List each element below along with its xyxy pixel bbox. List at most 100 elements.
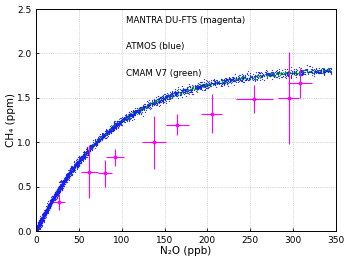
Point <box>232 79 238 83</box>
Point <box>47 203 52 208</box>
Point <box>43 208 48 212</box>
Point <box>63 177 69 181</box>
Point <box>320 67 326 71</box>
Point <box>36 223 42 227</box>
Point <box>39 217 44 221</box>
Point <box>115 126 121 130</box>
Point <box>252 79 258 83</box>
Point <box>42 208 47 212</box>
Point <box>87 148 92 152</box>
Point <box>35 224 41 228</box>
Point <box>42 211 48 215</box>
Point <box>56 187 62 191</box>
Point <box>203 80 208 85</box>
Point <box>226 80 232 84</box>
Point <box>175 90 180 95</box>
Point <box>60 180 66 184</box>
Point <box>132 109 137 113</box>
Point <box>83 153 88 157</box>
Point <box>42 212 47 216</box>
Point <box>95 138 100 143</box>
Point <box>43 211 48 216</box>
Point <box>205 83 210 87</box>
Point <box>79 155 84 159</box>
Point <box>135 108 141 112</box>
Point <box>138 106 144 110</box>
Point <box>77 156 83 160</box>
Point <box>111 127 117 131</box>
Point <box>71 165 77 169</box>
Point <box>110 124 115 128</box>
Point <box>128 112 133 117</box>
Point <box>173 94 178 98</box>
Point <box>194 83 200 87</box>
Point <box>212 80 217 84</box>
Point <box>279 72 285 76</box>
Point <box>172 90 177 95</box>
Point <box>40 217 46 221</box>
Point <box>45 207 50 211</box>
Point <box>45 209 50 213</box>
Point <box>320 67 326 72</box>
Point <box>50 200 55 204</box>
Point <box>201 85 206 90</box>
Point <box>137 106 142 110</box>
Point <box>64 177 70 181</box>
Point <box>116 120 121 124</box>
Point <box>234 77 240 81</box>
Point <box>183 90 188 95</box>
Point <box>35 226 40 230</box>
Point <box>36 222 42 226</box>
Point <box>58 182 64 186</box>
Point <box>138 107 144 111</box>
Point <box>74 165 79 169</box>
Point <box>186 91 191 95</box>
Point <box>35 226 41 230</box>
Point <box>94 138 100 142</box>
Point <box>168 93 174 97</box>
Point <box>158 95 163 99</box>
Point <box>316 70 322 74</box>
Point <box>97 136 102 140</box>
Point <box>82 153 87 157</box>
Point <box>47 204 52 208</box>
Point <box>76 164 81 168</box>
Point <box>61 181 66 185</box>
Point <box>201 82 206 86</box>
Point <box>292 70 298 75</box>
Point <box>41 215 47 219</box>
Point <box>55 190 61 194</box>
Point <box>39 217 44 221</box>
Point <box>149 101 155 106</box>
Point <box>78 154 84 159</box>
Point <box>81 153 87 157</box>
Point <box>56 190 62 194</box>
Point <box>42 215 47 219</box>
Point <box>44 210 50 215</box>
Point <box>137 105 143 109</box>
Point <box>272 74 277 78</box>
Point <box>78 158 84 162</box>
Point <box>42 210 48 214</box>
Point <box>100 132 105 137</box>
Point <box>86 146 91 150</box>
Point <box>102 132 107 136</box>
Point <box>155 97 161 102</box>
Point <box>77 155 83 159</box>
Point <box>190 87 195 91</box>
Point <box>65 173 71 177</box>
Point <box>54 191 60 195</box>
Point <box>216 81 222 85</box>
Point <box>244 71 250 75</box>
Point <box>90 146 95 150</box>
Point <box>183 89 188 93</box>
Point <box>208 83 213 87</box>
Point <box>124 116 130 121</box>
Point <box>87 148 93 152</box>
Point <box>129 113 134 117</box>
Point <box>94 139 99 144</box>
Point <box>75 159 80 163</box>
Point <box>243 75 249 80</box>
Point <box>200 85 205 89</box>
Point <box>155 100 161 105</box>
